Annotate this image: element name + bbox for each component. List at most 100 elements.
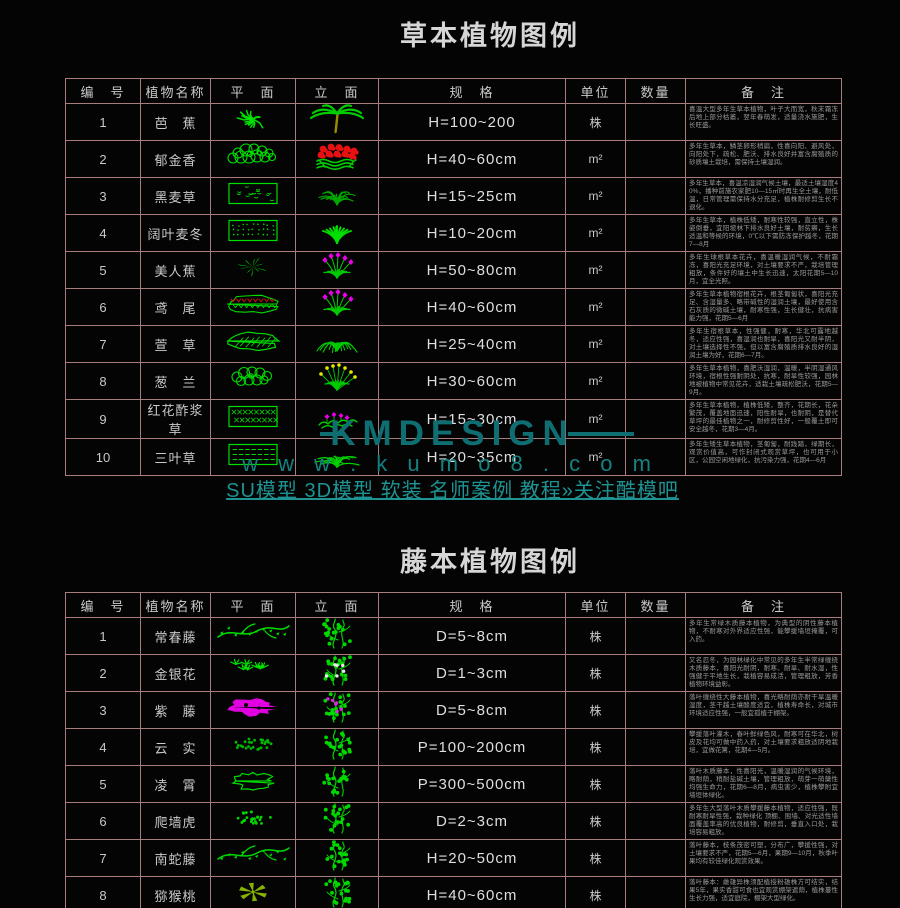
cell-spec: H=20~50cm (378, 839, 566, 877)
cell-remark: 多年生常绿木质藤本植物，为典型的阴性藤本植物，不耐寒对外界适应性强，能攀援墙垣掩… (685, 617, 842, 655)
elevation-symbol-icon (295, 617, 379, 655)
plan-symbol-icon (210, 691, 296, 729)
plan-symbol-icon (210, 728, 296, 766)
cell-number: 3 (65, 177, 141, 215)
elevation-symbol-icon (295, 802, 379, 840)
cell-quantity (625, 802, 686, 840)
cell-remark: 多年生草本植物，植株低矮，整齐，花期长，花朵繁茂，覆盖地面迅速，阳性耐旱，也耐阴… (685, 399, 842, 439)
plan-symbol-icon (210, 362, 296, 400)
elevation-symbol-icon (295, 325, 379, 363)
cell-unit: 株 (565, 654, 626, 692)
cell-unit: m² (565, 251, 626, 289)
elevation-symbol-icon (295, 839, 379, 877)
elevation-symbol-icon (295, 691, 379, 729)
cell-spec: H=40~60cm (378, 140, 566, 178)
col-header: 植物名称 (140, 592, 211, 618)
cell-spec: P=100~200cm (378, 728, 566, 766)
table-row: 10 三叶草 H=20~35cm m² 多年生矮生草本植物，茎匍匐，耐践踏，绿期长，观赏… (65, 438, 842, 476)
cell-number: 2 (65, 654, 141, 692)
cell-spec: H=30~60cm (378, 362, 566, 400)
cell-quantity (625, 765, 686, 803)
header-row: 编 号植物名称平 面立 面规 格单位 数量备 注 (65, 78, 842, 104)
cell-spec: H=50~80cm (378, 251, 566, 289)
cell-quantity (625, 839, 686, 877)
cell-number: 5 (65, 765, 141, 803)
elevation-symbol-icon (295, 214, 379, 252)
plan-symbol-icon (210, 765, 296, 803)
cell-number: 6 (65, 802, 141, 840)
watermark-link[interactable]: SU模型 3D模型 软装 名师案例 教程»关注酷模吧 (226, 480, 679, 502)
cell-remark: 多年生大型落叶木质攀援藤本植物，适应性强，既耐寒耐旱性强，栽种绿化 顶棚、围墙、… (685, 802, 842, 840)
cell-quantity (625, 654, 686, 692)
col-header: 单位 (565, 592, 626, 618)
table-row: 2 金银花 D=1~3cm 株 又名忍冬，为园林绿化中常见的多年生半常绿缠绕木质藤本，喜… (65, 654, 842, 692)
cell-plant-name: 常春藤 (140, 617, 211, 655)
elevation-symbol-icon (295, 765, 379, 803)
watermark-dash-right (568, 432, 634, 436)
plan-symbol-icon (210, 214, 296, 252)
cell-plant-name: 云 实 (140, 728, 211, 766)
cell-spec: H=40~60cm (378, 876, 566, 908)
cell-spec: D=1~3cm (378, 654, 566, 692)
plan-symbol-icon (210, 438, 296, 476)
cell-spec: D=5~8cm (378, 691, 566, 729)
col-header: 编 号 (65, 592, 141, 618)
cell-remark: 攀援落叶灌木，春叶鲜绿色风，耐寒可在华北，树皮及花均可做中药入药，对土壤要求粗放… (685, 728, 842, 766)
cell-remark: 多年生矮生草本植物，茎匍匐，耐践踏，绿期长，观赏价值高，可作封闭式观赏草坪，也可… (685, 438, 842, 476)
cell-remark: 落叶藤本：雌雄异株须配植授粉雄株方可结实，结果5年，果实香甜可食也宜观赏棚架遮荫… (685, 876, 842, 908)
cell-number: 8 (65, 876, 141, 908)
vine-plant-table: 编 号植物名称平 面立 面规 格单位 数量备 注 1 常春藤 D=5~8cm 株 多年生常绿… (65, 592, 842, 908)
cell-number: 7 (65, 839, 141, 877)
cell-quantity (625, 251, 686, 289)
header-row: 编 号植物名称平 面立 面规 格单位 数量备 注 (65, 592, 842, 618)
cell-number: 8 (65, 362, 141, 400)
cell-number: 3 (65, 691, 141, 729)
cell-unit: m² (565, 140, 626, 178)
cell-unit: m² (565, 362, 626, 400)
cell-plant-name: 猕猴桃 (140, 876, 211, 908)
col-header: 平 面 (210, 592, 296, 618)
table-row: 9 红花酢浆草 H=15~30cm m² 多年生草本植物，植株低矮，整齐，花期长，花朵繁… (65, 399, 842, 439)
table-row: 8 猕猴桃 H=40~60cm 株 落叶藤本：雌雄异株须配植授粉雄株方可结实，结果5年，… (65, 876, 842, 908)
col-header: 数量 (625, 592, 686, 618)
cell-spec: D=2~3cm (378, 802, 566, 840)
col-header: 平 面 (210, 78, 296, 104)
col-header: 规 格 (378, 592, 566, 618)
plan-symbol-icon (210, 140, 296, 178)
elevation-symbol-icon (295, 876, 379, 908)
cell-number: 2 (65, 140, 141, 178)
cell-unit: m² (565, 325, 626, 363)
cell-plant-name: 芭 蕉 (140, 103, 211, 141)
cell-number: 1 (65, 617, 141, 655)
cell-remark: 落叶缠绕性大藤本植物，喜光略耐荫亦耐干旱温暖湿度，茎干越土壤酸度适宜，植株寿命长… (685, 691, 842, 729)
table-row: 2 郁金香 H=40~60cm m² 多年生草本，鳞茎卵形稍扁，性喜向阳、避风处，向阳处… (65, 140, 842, 178)
cell-remark: 多年生草本植物宿根花卉，根茎匍匐状，喜阳光充足、含湿量多、略带碱性的湿润土壤，最… (685, 288, 842, 326)
elevation-symbol-icon (295, 288, 379, 326)
elevation-symbol-icon (295, 362, 379, 400)
cell-plant-name: 紫 藤 (140, 691, 211, 729)
cell-unit: m² (565, 214, 626, 252)
cell-number: 4 (65, 728, 141, 766)
cell-quantity (625, 325, 686, 363)
herb-legend-title: 草本植物图例 (400, 21, 580, 51)
cell-number: 10 (65, 438, 141, 476)
watermark-dash-left (320, 432, 342, 436)
cell-spec: H=40~60cm (378, 288, 566, 326)
cell-plant-name: 爬墙虎 (140, 802, 211, 840)
cell-spec: H=10~20cm (378, 214, 566, 252)
watermark-brand: KMDESIGN (330, 414, 575, 453)
cell-plant-name: 阔叶麦冬 (140, 214, 211, 252)
elevation-symbol-icon (295, 399, 379, 439)
cell-plant-name: 南蛇藤 (140, 839, 211, 877)
col-header: 备 注 (685, 78, 842, 104)
col-header: 植物名称 (140, 78, 211, 104)
cell-spec: H=25~40cm (378, 325, 566, 363)
cell-remark: 多年生宿根草本，性强健，耐寒，华北可露地越冬，适应性强，喜湿润也耐旱，喜阳光又耐… (685, 325, 842, 363)
table-row: 3 黑麦草 H=15~25cm m² 多年生草本，喜温凉湿润气候土壤，最适土壤湿度40%… (65, 177, 842, 215)
